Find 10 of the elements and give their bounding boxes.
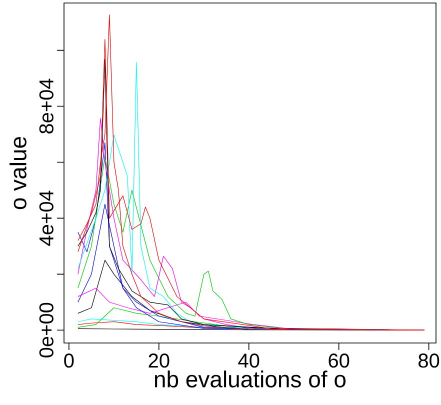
y-axis-title: o value	[10, 136, 26, 210]
x-axis-title: nb evaluations of o	[154, 370, 346, 388]
x-tick-label: 60	[328, 354, 350, 368]
x-tick-label: 0	[64, 354, 74, 368]
y-tick-label: 8e+04	[39, 78, 54, 134]
y-tick-label: 4e+04	[39, 190, 54, 246]
y-tick-label: 0e+00	[39, 302, 54, 358]
x-tick-label: 20	[148, 354, 170, 368]
x-tick-label: 80	[418, 354, 440, 368]
x-tick-label: 40	[238, 354, 260, 368]
